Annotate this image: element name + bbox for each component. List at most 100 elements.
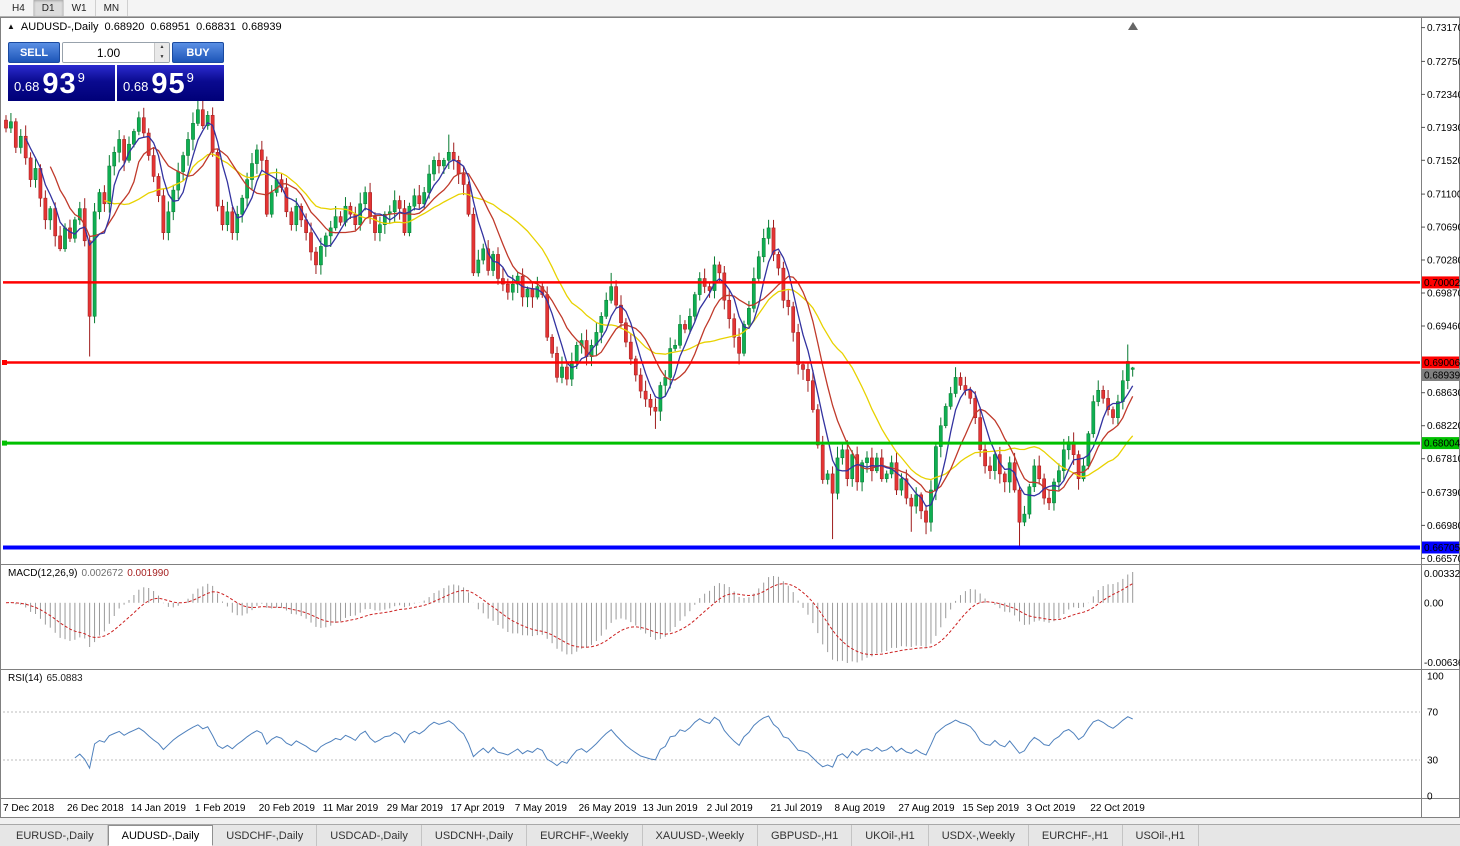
buy-price-base: 0.68: [123, 79, 149, 94]
sell-price-display: 0.68 93 9: [8, 65, 115, 101]
rsi-indicator-label: RSI(14) 65.0883: [8, 673, 83, 684]
timeframe-button-mn[interactable]: MN: [96, 0, 129, 16]
macd-axis-zero: 0.00: [1424, 598, 1444, 609]
sell-button[interactable]: SELL: [8, 42, 60, 63]
price-line-label-box: [1422, 437, 1459, 450]
chart-tab-ukoil-h1[interactable]: UKOil-,H1: [852, 825, 929, 846]
buy-price-display: 0.68 95 9: [117, 65, 224, 101]
volume-input[interactable]: [63, 43, 154, 62]
price-tick-label: 0.73170: [1427, 23, 1460, 34]
timeframe-button-d1[interactable]: D1: [33, 0, 64, 16]
chart-tab-audusd-daily[interactable]: AUDUSD-,Daily: [107, 825, 214, 846]
price-line-label-box: [1422, 541, 1459, 554]
date-axis-label: 26 May 2019: [579, 803, 637, 814]
hline-handle[interactable]: [2, 360, 7, 365]
rsi-axis-label: 30: [1427, 756, 1439, 767]
sell-price-point: 9: [77, 70, 85, 85]
date-axis-label: 13 Jun 2019: [643, 803, 698, 814]
date-axis-label: 8 Aug 2019: [835, 803, 886, 814]
rsi-axis-label: 100: [1427, 672, 1444, 683]
chart-tab-xauusd-weekly[interactable]: XAUUSD-,Weekly: [643, 825, 758, 846]
chart-open-value: 0.68920: [104, 21, 145, 33]
price-line-label-box: [1422, 276, 1459, 289]
date-axis-label: 11 Mar 2019: [323, 803, 379, 814]
date-axis-label: 26 Dec 2018: [67, 803, 124, 814]
date-axis-label: 21 Jul 2019: [771, 803, 823, 814]
current-price-label: 0.68939: [1424, 371, 1460, 382]
macd-name: MACD(12,26,9): [8, 568, 78, 579]
timeframe-button-h4[interactable]: H4: [4, 0, 34, 16]
chart-tab-gbpusd-h1[interactable]: GBPUSD-,H1: [758, 825, 853, 846]
one-click-trading-panel: SELL ▲ ▼ BUY 0.68 93 9 0.68 95 9: [8, 42, 224, 101]
chart-symbol-label: AUDUSD-,Daily: [20, 21, 99, 33]
date-axis-label: 17 Apr 2019: [451, 803, 505, 814]
chart-tab-eurusd-daily[interactable]: EURUSD-,Daily: [3, 825, 108, 846]
chart-tab-usdcnh-daily[interactable]: USDCNH-,Daily: [422, 825, 528, 846]
date-axis-label: 29 Mar 2019: [387, 803, 444, 814]
macd-indicator-label: MACD(12,26,9) 0.002672 0.001990: [8, 568, 169, 579]
price-tick-label: 0.72750: [1427, 57, 1460, 68]
macd-axis-min: -0.00636: [1424, 658, 1460, 669]
date-axis-label: 3 Oct 2019: [1026, 803, 1075, 814]
date-axis-label: 1 Feb 2019: [195, 803, 246, 814]
macd-main-value: 0.002672: [81, 568, 124, 579]
rsi-axis-label: 0: [1427, 792, 1433, 803]
macd-axis-max: 0.00332: [1424, 569, 1460, 580]
sell-price-pips: 93: [42, 68, 77, 100]
date-axis-label: 20 Feb 2019: [259, 803, 316, 814]
chart-tab-usdchf-daily[interactable]: USDCHF-,Daily: [213, 825, 318, 846]
price-tick-label: 0.67810: [1427, 454, 1460, 465]
price-tick-label: 0.69460: [1427, 322, 1460, 333]
chart-low-value: 0.68831: [196, 21, 236, 33]
price-tick-label: 0.70280: [1427, 256, 1460, 267]
price-tick-label: 0.71100: [1427, 190, 1460, 201]
macd-signal-line: [5, 583, 1133, 656]
timeframe-toolbar: H4 D1 W1 MN: [0, 0, 1460, 17]
chart-tab-eurchf-weekly[interactable]: EURCHF-,Weekly: [527, 825, 643, 846]
hline-handle[interactable]: [2, 440, 7, 446]
sell-price-base: 0.68: [14, 79, 40, 94]
price-tick-label: 0.70690: [1427, 223, 1460, 234]
chart-shift-marker-icon: [1128, 22, 1138, 30]
rsi-value: 65.0883: [46, 673, 83, 684]
price-line-label: 0.70002: [1424, 278, 1460, 289]
price-tick-label: 0.68630: [1427, 388, 1460, 399]
volume-up-button[interactable]: ▲: [155, 43, 169, 53]
date-axis-label: 2 Jul 2019: [707, 803, 754, 814]
chart-high-value: 0.68951: [150, 21, 191, 33]
chart-ohlc-title: ▲ AUDUSD-,Daily 0.68920 0.68951 0.68831 …: [7, 21, 282, 33]
date-axis-label: 27 Aug 2019: [898, 803, 955, 814]
date-axis-label: 14 Jan 2019: [131, 803, 186, 814]
rsi-line: [74, 715, 1133, 770]
timeframe-button-w1[interactable]: W1: [64, 0, 96, 16]
price-tick-label: 0.71520: [1427, 156, 1460, 167]
chart-close-value: 0.68939: [241, 21, 282, 33]
price-tick-label: 0.68220: [1427, 421, 1460, 432]
current-price-label-box: [1422, 369, 1459, 381]
rsi-axis-label: 70: [1427, 708, 1439, 719]
chart-tab-eurchf-h1[interactable]: EURCHF-,H1: [1029, 825, 1123, 846]
price-tick-label: 0.66980: [1427, 521, 1460, 532]
chart-marker-icon: ▲: [7, 22, 15, 31]
date-axis-label: 22 Oct 2019: [1090, 803, 1145, 814]
chart-tab-usoil-h1[interactable]: USOil-,H1: [1123, 825, 1200, 846]
price-line-label: 0.68004: [1424, 439, 1460, 450]
chart-tab-usdx-weekly[interactable]: USDX-,Weekly: [929, 825, 1029, 846]
volume-down-button[interactable]: ▼: [155, 52, 169, 62]
chart-tab-usdcad-daily[interactable]: USDCAD-,Daily: [317, 825, 422, 846]
date-axis-label: 15 Sep 2019: [962, 803, 1019, 814]
buy-price-pips: 95: [151, 68, 186, 100]
candlestick-series: [4, 99, 1135, 547]
date-axis-label: 7 May 2019: [515, 803, 568, 814]
buy-price-point: 9: [186, 70, 194, 85]
date-axis-label: 7 Dec 2018: [3, 803, 55, 814]
chart-tab-bar: EURUSD-,Daily AUDUSD-,Daily USDCHF-,Daily U…: [0, 824, 1460, 846]
buy-button[interactable]: BUY: [172, 42, 224, 63]
price-line-label: 0.69006: [1424, 358, 1460, 369]
price-tick-label: 0.66570: [1427, 554, 1460, 565]
ma-10-line: [49, 146, 1134, 494]
price-tick-label: 0.71930: [1427, 123, 1460, 134]
chart-window-frame: [0, 17, 1460, 818]
price-line-label-box: [1422, 356, 1459, 369]
